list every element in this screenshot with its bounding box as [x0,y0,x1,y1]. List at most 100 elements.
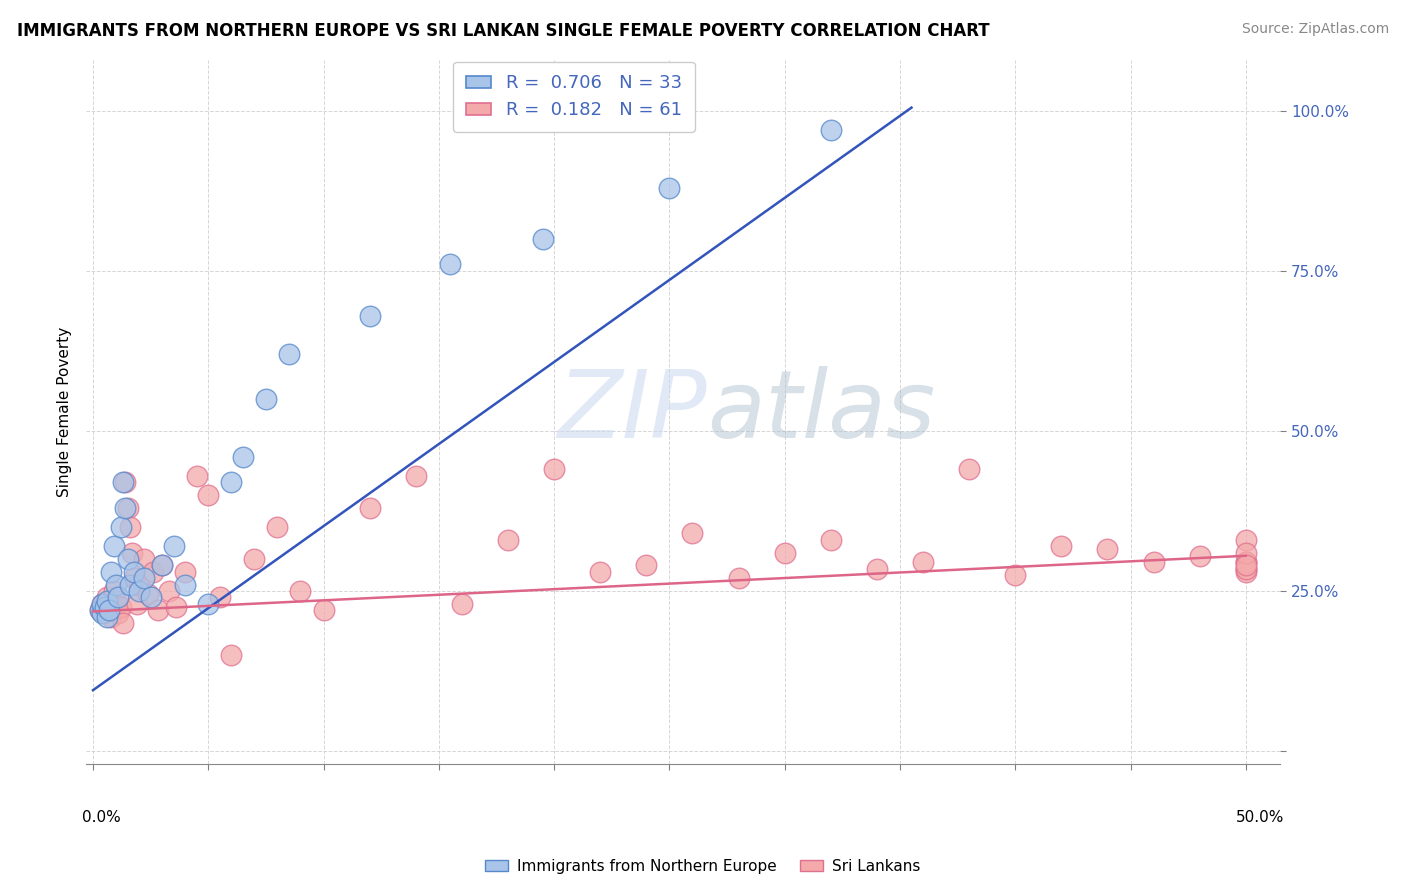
Point [208,591,231,605]
Point [174,577,197,591]
Point [957,462,980,476]
Point [1234,555,1257,569]
Point [312,603,335,617]
Point [100,609,122,624]
Point [682,526,704,541]
Point [496,533,519,547]
Point [1142,555,1164,569]
Text: atlas: atlas [707,367,935,458]
Point [118,520,141,534]
Point [91,597,114,611]
Point [197,488,219,502]
Point [221,475,243,490]
Point [89,603,111,617]
Point [658,180,681,194]
Point [114,475,136,490]
Point [91,597,114,611]
Point [243,552,266,566]
Point [1188,549,1211,563]
Point [107,607,129,621]
Point [96,593,118,607]
Point [866,561,889,575]
Point [1234,533,1257,547]
Point [1050,539,1073,553]
Point [1004,568,1026,582]
Text: Source: ZipAtlas.com: Source: ZipAtlas.com [1241,22,1389,37]
Point [163,539,186,553]
Point [128,584,150,599]
Point [107,591,129,605]
Point [439,257,461,271]
Point [150,558,173,573]
Point [111,615,134,630]
Point [124,565,146,579]
Point [773,545,796,559]
Point [139,591,162,605]
Point [186,468,208,483]
Point [136,587,159,601]
Point [1234,558,1257,573]
Point [727,571,749,585]
Point [110,520,132,534]
Point [1234,561,1257,575]
Point [266,520,288,534]
Text: ZIP: ZIP [558,367,707,458]
Point [121,545,143,559]
Point [150,558,173,573]
Point [165,599,187,614]
Point [100,565,122,579]
Point [543,462,565,476]
Point [221,648,243,662]
Point [451,597,474,611]
Point [93,599,115,614]
Point [111,475,134,490]
Point [636,558,658,573]
Point [1234,565,1257,579]
Point [174,565,197,579]
Point [124,571,146,585]
Point [911,555,934,569]
Point [1097,542,1119,557]
Point [125,597,148,611]
Point [142,565,165,579]
Point [105,577,128,591]
Point [91,607,114,621]
Point [157,584,180,599]
Point [132,571,155,585]
Text: 50.0%: 50.0% [1236,810,1284,824]
Legend: R =  0.706   N = 33, R =  0.182   N = 61: R = 0.706 N = 33, R = 0.182 N = 61 [453,62,695,132]
Point [118,577,141,591]
Point [93,607,115,621]
Point [132,552,155,566]
Point [98,603,121,617]
Point [110,599,132,614]
Point [254,392,277,406]
Point [96,609,118,624]
Point [89,603,111,617]
Point [359,500,381,515]
Point [117,500,139,515]
Point [359,309,381,323]
Point [146,603,169,617]
Point [105,593,128,607]
Point [278,347,301,361]
Point [232,450,254,464]
Point [117,552,139,566]
Point [405,468,427,483]
Point [1234,561,1257,575]
Text: 0.0%: 0.0% [83,810,121,824]
Point [114,500,136,515]
Point [1234,545,1257,559]
Y-axis label: Single Female Poverty: Single Female Poverty [58,326,72,497]
Point [531,232,554,246]
Point [197,597,219,611]
Point [96,591,118,605]
Point [820,123,842,137]
Point [589,565,612,579]
Point [820,533,842,547]
Point [98,603,121,617]
Point [103,539,125,553]
Point [103,584,125,599]
Point [1234,555,1257,569]
Text: IMMIGRANTS FROM NORTHERN EUROPE VS SRI LANKAN SINGLE FEMALE POVERTY CORRELATION : IMMIGRANTS FROM NORTHERN EUROPE VS SRI L… [17,22,990,40]
